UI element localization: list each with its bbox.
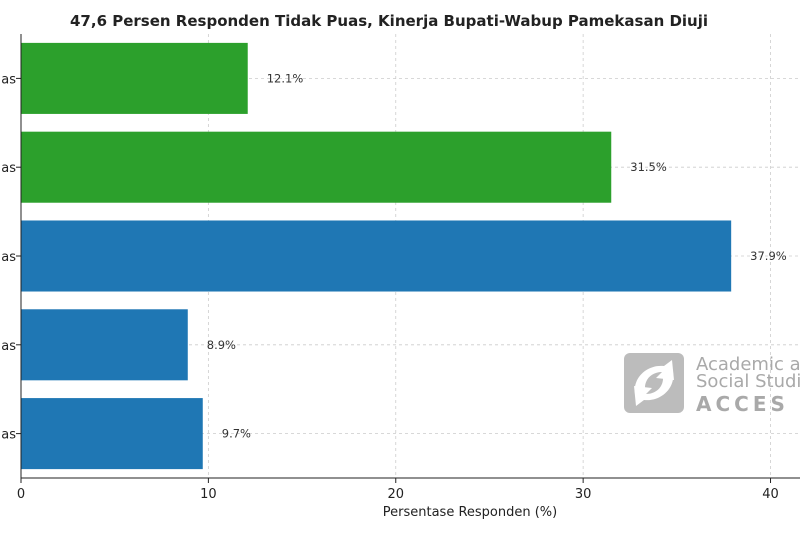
data-label-1: 31.5% bbox=[630, 160, 667, 174]
bar-0 bbox=[21, 42, 248, 114]
y-tick-label-2: as bbox=[1, 250, 16, 265]
watermark-line-3: ACCES bbox=[696, 392, 789, 416]
x-tick-label-3: 30 bbox=[575, 487, 592, 502]
bar-2 bbox=[21, 220, 732, 292]
bar-3 bbox=[21, 309, 188, 381]
y-tick-label-3: as bbox=[1, 339, 16, 354]
y-tick-label-0: as bbox=[1, 72, 16, 87]
x-tick-label-0: 0 bbox=[17, 487, 25, 502]
bar-4 bbox=[21, 398, 203, 470]
data-label-4: 9.7% bbox=[222, 427, 251, 441]
x-tick-label-4: 40 bbox=[762, 487, 779, 502]
x-tick-label-1: 10 bbox=[200, 487, 217, 502]
data-label-3: 8.9% bbox=[207, 338, 236, 352]
watermark-line-1: Academic a bbox=[696, 354, 800, 375]
bars: 12.1% 31.5% 37.9% 8.9% 9.7% bbox=[21, 42, 787, 470]
watermark-logo bbox=[624, 353, 684, 413]
watermark-line-2: Social Studi bbox=[696, 371, 800, 392]
x-axis-label: Persentase Responden (%) bbox=[383, 505, 557, 520]
bar-1 bbox=[21, 131, 612, 203]
axes: 0 10 20 30 40 as as as as as bbox=[1, 34, 800, 502]
watermark: Academic a Social Studi ACCES bbox=[624, 353, 800, 416]
y-tick-label-1: as bbox=[1, 161, 16, 176]
chart-title: 47,6 Persen Responden Tidak Puas, Kinerj… bbox=[70, 12, 708, 30]
data-label-0: 12.1% bbox=[267, 71, 304, 85]
data-label-2: 37.9% bbox=[750, 249, 787, 263]
x-tick-label-2: 20 bbox=[387, 487, 404, 502]
y-tick-label-4: as bbox=[1, 428, 16, 443]
